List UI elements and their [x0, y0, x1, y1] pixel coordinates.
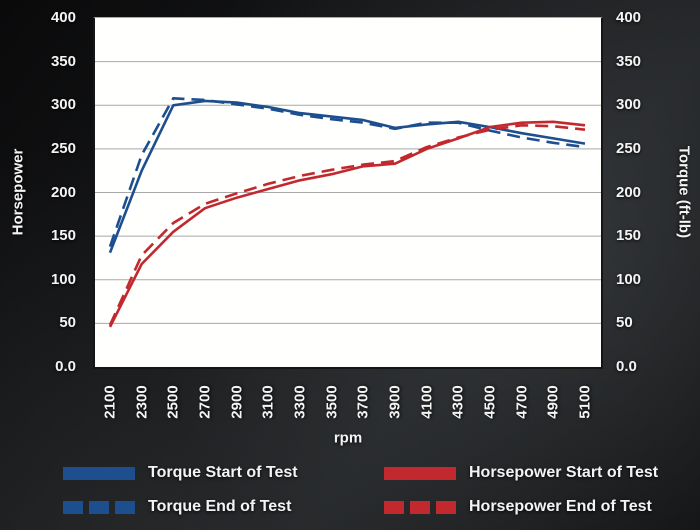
series-torque-start-of-test	[108, 99, 586, 254]
legend-label: Torque Start of Test	[148, 464, 298, 481]
x-tick-label: 3500	[323, 385, 341, 419]
legend-swatch-dashed	[63, 500, 135, 514]
x-tick-label: 4700	[513, 385, 531, 419]
y-tick-label-left: 400	[50, 9, 76, 26]
legend-item-horsepower-end-of-test: Horsepower End of Test	[384, 498, 652, 515]
y-tick-label-left: 100	[50, 270, 76, 288]
y-tick-label-left: 50	[59, 314, 76, 332]
series-horsepower-start-of-test	[108, 120, 586, 328]
x-tick-label: 2300	[133, 385, 151, 419]
y-tick-label-left: 250	[50, 139, 76, 157]
x-axis-title: rpm	[333, 429, 363, 447]
y-tick-label-right: 50	[616, 314, 633, 332]
x-tick-label: 3100	[259, 385, 277, 419]
x-tick-label: 2100	[101, 385, 119, 419]
x-tick-label: 2900	[228, 385, 246, 419]
legend-item-torque-end-of-test: Torque End of Test	[63, 498, 292, 515]
x-tick-label: 2700	[196, 385, 214, 419]
x-tick-label: 4300	[449, 385, 467, 419]
x-tick-label: 3300	[291, 385, 309, 419]
x-tick-label: 3700	[354, 385, 372, 419]
legend-item-torque-start-of-test: Torque Start of Test	[63, 464, 298, 481]
legend-swatch-solid	[384, 466, 456, 480]
legend-label: Horsepower Start of Test	[469, 464, 659, 481]
y-tick-label-right: 200	[616, 183, 642, 201]
plot-area	[93, 17, 603, 369]
y-tick-label-right: 100	[616, 270, 642, 288]
x-tick-label: 3900	[386, 385, 404, 419]
y-tick-label-left: 0.0	[55, 358, 76, 375]
legend-swatch-dashed	[384, 500, 456, 514]
x-tick-label: 4100	[418, 385, 436, 419]
y-tick-label-right: 0.0	[616, 358, 637, 375]
right-axis-title: Torque (ft-lb)	[675, 145, 693, 239]
y-tick-label-left: 150	[50, 227, 76, 245]
x-tick-label: 4900	[544, 385, 562, 419]
y-tick-label-left: 200	[50, 183, 76, 201]
series-horsepower-end-of-test	[108, 124, 586, 326]
y-tick-label-right: 300	[616, 96, 642, 114]
y-tick-label-right: 150	[616, 227, 642, 245]
x-tick-label: 5100	[576, 385, 594, 419]
y-tick-label-right: 350	[616, 52, 642, 70]
y-tick-label-left: 350	[50, 52, 76, 70]
legend-swatch-solid	[63, 466, 135, 480]
legend-item-horsepower-start-of-test: Horsepower Start of Test	[384, 464, 659, 481]
y-tick-label-right: 400	[616, 9, 642, 26]
x-tick-label: 2500	[164, 385, 182, 419]
x-tick-label: 4500	[481, 385, 499, 419]
legend-label: Torque End of Test	[148, 498, 292, 515]
y-tick-label-right: 250	[616, 139, 642, 157]
chart-canvas	[95, 61, 601, 328]
y-tick-label-left: 300	[50, 96, 76, 114]
legend-label: Horsepower End of Test	[469, 498, 652, 515]
